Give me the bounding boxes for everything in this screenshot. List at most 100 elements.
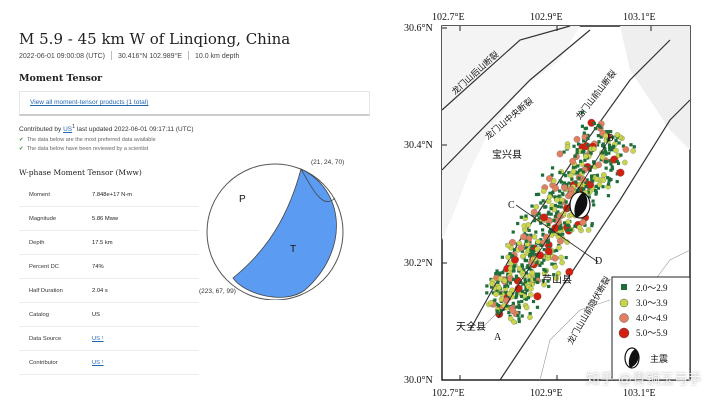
aftershock-square [570, 177, 574, 181]
aftershock-square [541, 232, 545, 236]
aftershock-square [564, 174, 568, 178]
event-time: 2022-06-01 09:00:08 (UTC) [19, 53, 105, 60]
aftershock-square [579, 168, 583, 172]
legend-swatch-circle [619, 313, 629, 323]
view-products-link[interactable]: View all moment-tensor products (1 total… [30, 99, 149, 106]
aftershock-circle [519, 253, 526, 260]
table-row: Catalog US [19, 303, 199, 327]
aftershock-square [562, 181, 567, 185]
aftershock-square [524, 246, 529, 250]
aftershock-square [590, 224, 594, 228]
aftershock-square [559, 201, 563, 205]
aftershock-square [520, 299, 524, 304]
aftershock-square [496, 311, 501, 315]
aftershock-square [524, 214, 528, 218]
left-tick-label: 30.6°N [404, 23, 433, 34]
aftershock-square [520, 264, 525, 268]
tensor-table: Moment 7.848e+17 N-m Magnitude 5.86 Mww De… [19, 183, 199, 375]
aftershock-circle [556, 150, 564, 158]
aftershock-square [540, 261, 544, 265]
table-row: Data Source US ¹ [19, 327, 199, 351]
aftershock-square [550, 262, 554, 266]
aftershock-square [546, 222, 550, 226]
aftershock-square [517, 303, 521, 308]
aftershock-square [536, 192, 541, 196]
aftershock-square [526, 296, 531, 300]
aftershock-square [501, 270, 505, 275]
aftershock-circle [573, 135, 581, 143]
aftershock-circle [613, 147, 619, 154]
aftershock-square [527, 228, 531, 232]
aftershock-square [607, 177, 612, 181]
aftershock-circle [582, 153, 589, 160]
aftershock-square [517, 319, 521, 324]
contributor-link[interactable]: US [63, 126, 73, 134]
legend-swatch-circle [619, 298, 629, 308]
aftershock-square [567, 171, 571, 175]
aftershock-square [535, 280, 540, 284]
divider [187, 51, 189, 60]
fault-line [441, 29, 591, 171]
aftershock-square [499, 291, 503, 295]
event-location: 30.416°N 102.989°E [118, 53, 182, 60]
aftershock-square [515, 291, 519, 295]
aftershock-square [541, 199, 545, 203]
aftershock-square [629, 143, 633, 147]
aftershock-circle [546, 194, 553, 200]
aftershock-square [511, 254, 515, 258]
aftershock-square [546, 212, 550, 216]
aftershock-square [559, 205, 563, 209]
legend-label: 5.0～5.9 [636, 328, 668, 338]
contributor-table-link[interactable]: US ¹ [92, 360, 104, 366]
aftershock-square [539, 201, 543, 205]
aftershock-square [557, 194, 561, 198]
aftershock-square [495, 289, 499, 293]
bottom-tick-label: 102.7°E [432, 388, 465, 399]
aftershock-square [512, 277, 516, 282]
data-source-link[interactable]: US ¹ [92, 336, 104, 342]
aftershock-square [529, 233, 533, 237]
aftershock-square [593, 126, 598, 131]
compression-quadrant [232, 168, 337, 298]
aftershock-square [519, 280, 523, 285]
aftershock-square [541, 279, 545, 283]
aftershock-circle [501, 277, 508, 284]
aftershock-square [515, 294, 519, 298]
aftershock-circle [551, 254, 559, 262]
aftershock-square [596, 123, 600, 128]
aftershock-square [561, 232, 565, 236]
check-icon: ✔ [19, 137, 24, 143]
aftershock-circle [558, 254, 564, 261]
check-item: ✔ The data below are the most preferred d… [19, 137, 156, 143]
aftershock-square [539, 243, 543, 248]
aftershock-square [575, 151, 579, 155]
aftershock-square [511, 301, 515, 305]
aftershock-square [607, 159, 612, 163]
aftershock-square [607, 179, 611, 183]
aftershock-square [596, 134, 600, 138]
aftershock-circle [570, 168, 577, 175]
aftershock-square [528, 311, 532, 316]
aftershock-circle [614, 132, 621, 138]
aftershock-square [556, 204, 560, 209]
aftershock-circle [569, 157, 576, 165]
aftershock-circle [553, 275, 560, 282]
aftershock-square [591, 179, 595, 183]
aftershock-square [592, 203, 596, 207]
aftershock-square [506, 284, 510, 288]
aftershock-square [528, 254, 532, 258]
aftershock-square [499, 309, 503, 313]
contributed-prefix: Contributed by [19, 126, 62, 134]
aftershock-square [595, 173, 600, 177]
aftershock-square [493, 298, 497, 302]
aftershock-square [591, 199, 595, 203]
aftershock-square [597, 140, 601, 144]
table-row: Depth 17.5 km [19, 231, 199, 255]
aftershock-square [564, 200, 568, 204]
aftershock-square [553, 203, 558, 208]
aftershock-circle [530, 208, 538, 216]
usgs-event-panel: M 5.9 - 45 km W of Linqiong, China 2022-… [19, 30, 370, 375]
event-meta: 2022-06-01 09:00:08 (UTC) 30.416°N 102.98… [19, 51, 239, 60]
watermark: 知乎 @青铜玉弓手 [585, 371, 702, 387]
aftershock-square [554, 248, 559, 252]
